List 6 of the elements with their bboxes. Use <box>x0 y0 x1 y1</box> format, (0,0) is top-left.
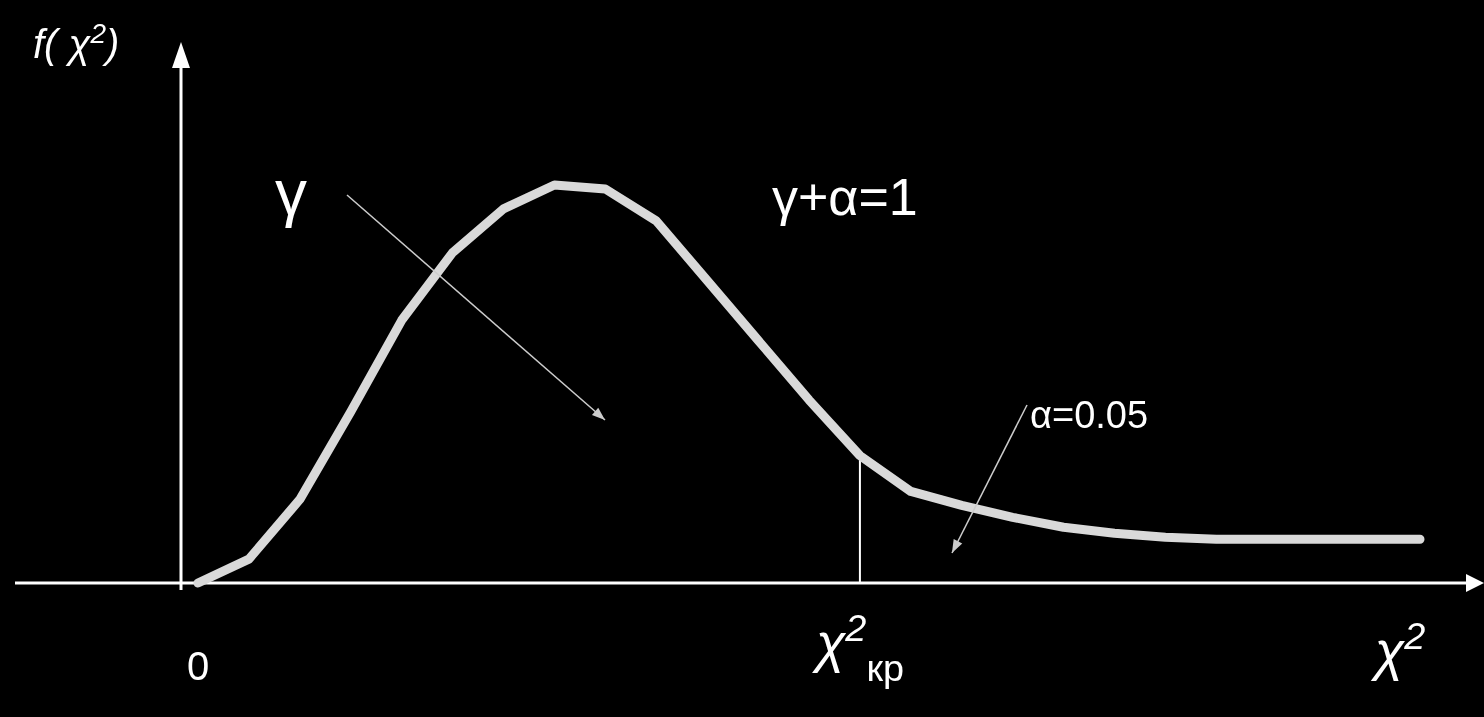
x-axis-title: χ$^{2}$ <box>1370 615 1426 681</box>
y-axis-title: f( χ$^{2}$) <box>33 17 120 66</box>
annotation: γ <box>275 157 307 229</box>
annotation: α=0.05 <box>1030 394 1149 436</box>
x-tick-label: 0 <box>186 644 210 688</box>
annotation: γ+α=1 <box>772 168 918 226</box>
